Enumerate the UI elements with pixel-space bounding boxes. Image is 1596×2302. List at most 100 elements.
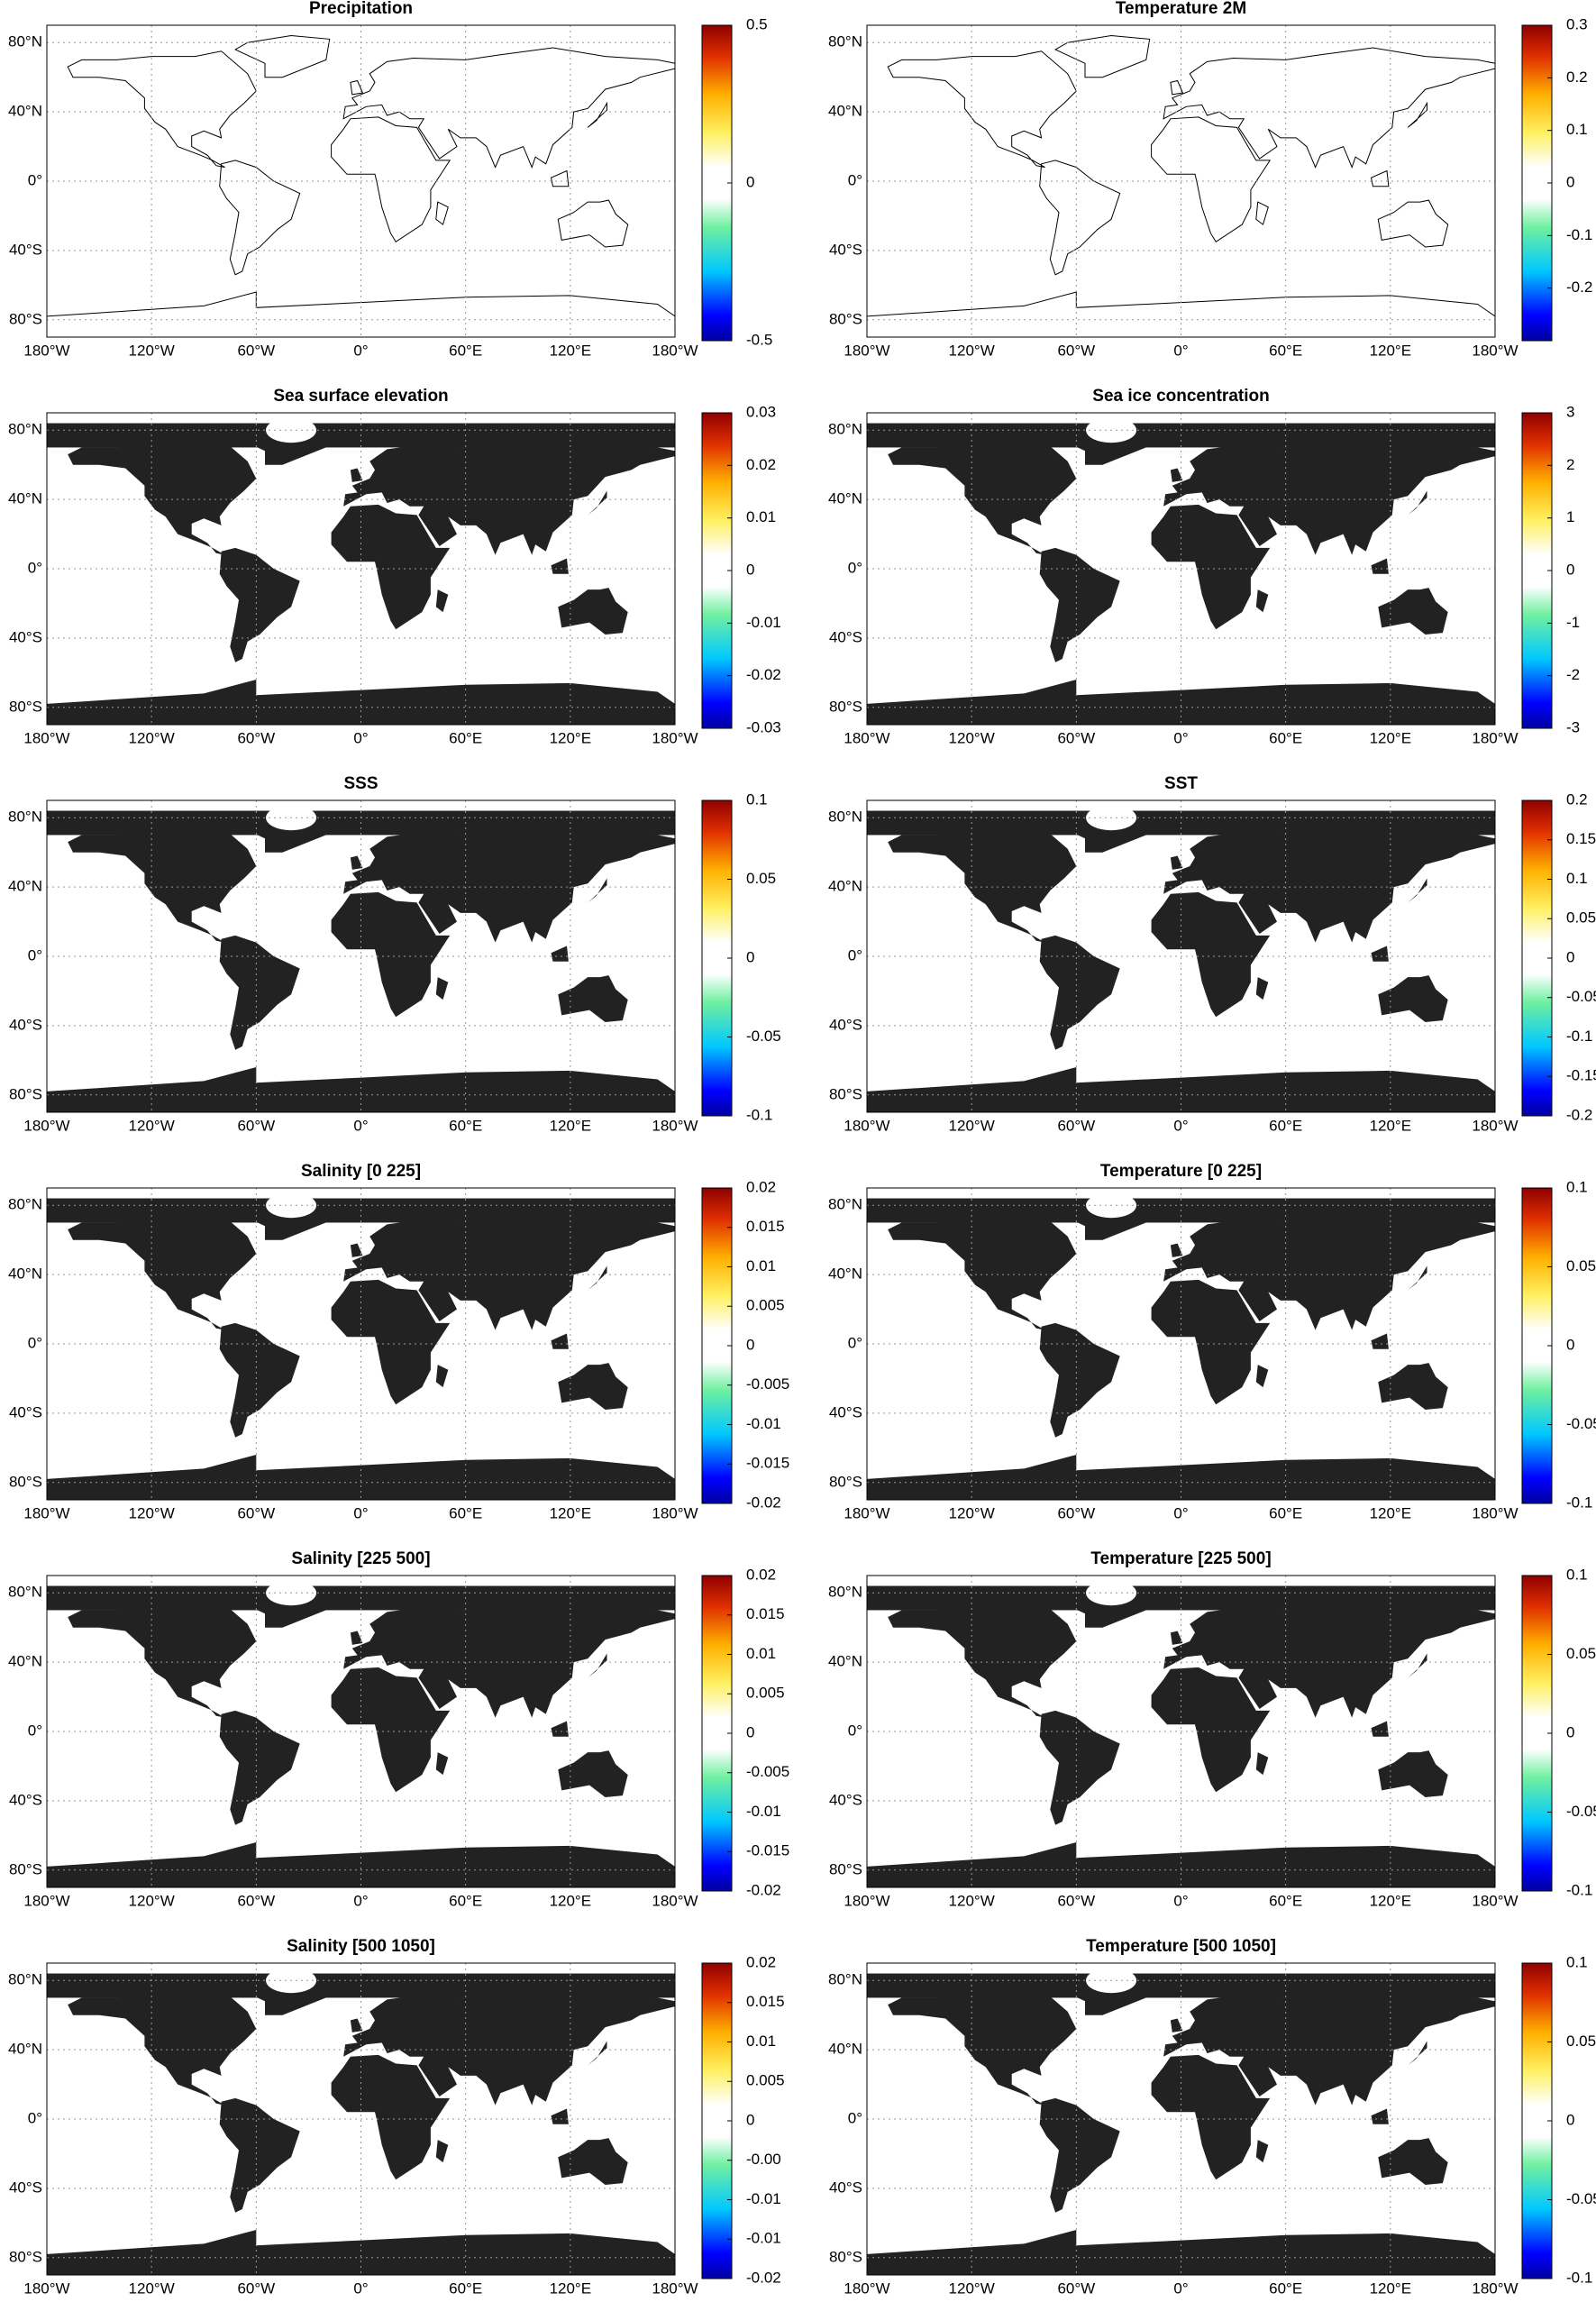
landmass: [1170, 1631, 1183, 1645]
map-panel: SSS 180°W 120°W 60°W 0° 60°E 120°E 180°W 80°S 40°…: [8, 774, 781, 1134]
colorbar-tick-label: 0: [1566, 1336, 1574, 1353]
landmass: [219, 2097, 300, 2213]
landmass: [587, 101, 607, 128]
landmass: [68, 438, 257, 555]
x-tick-label: 120°E: [550, 729, 592, 746]
landmass: [1377, 199, 1449, 248]
panel-title: Temperature 2M: [1116, 0, 1246, 18]
colorbar-tick-label: -0.2: [1566, 279, 1592, 296]
landmass: [234, 34, 331, 78]
landmass: [1163, 1598, 1495, 1718]
x-tick-label: 120°E: [550, 1892, 592, 1909]
y-tick-label: 40°N: [8, 2041, 42, 2058]
landmass: [1378, 588, 1448, 635]
y-tick-label: 80°S: [9, 698, 42, 715]
landmass: [1371, 558, 1389, 574]
x-tick-label: 60°W: [1057, 1117, 1095, 1134]
y-tick-label: 40°N: [828, 2041, 862, 2058]
landmass: [435, 977, 449, 1000]
landmass: [1054, 34, 1151, 78]
colorbar-tick-label: 2: [1566, 456, 1574, 473]
landmass: [1170, 2018, 1183, 2033]
x-tick-label: 60°W: [1057, 729, 1095, 746]
y-tick-label: 80°S: [9, 1860, 42, 1877]
x-tick-label: 0°: [1173, 1504, 1188, 1521]
x-tick-label: 120°E: [550, 1117, 592, 1134]
map-panel: Salinity [225 500] 180°W 120°W 60°W 0° 60°E 12…: [8, 1549, 789, 1909]
colorbar-tick-label: 0: [1566, 2111, 1574, 2128]
map-panel: Salinity [0 225] 180°W 120°W 60°W 0° 60°E 120°…: [8, 1162, 789, 1521]
colorbar: [1521, 412, 1553, 729]
colorbar-tick-label: 0.005: [746, 1685, 785, 1702]
colorbar-tick-label: 0.005: [746, 2072, 785, 2089]
colorbar-tick-label: 0: [746, 561, 754, 578]
y-tick-label: 40°S: [9, 2179, 42, 2196]
colorbar-tick-label: -2: [1566, 666, 1580, 683]
x-tick-label: 180°W: [844, 2279, 889, 2297]
landmass: [551, 945, 569, 962]
y-tick-label: 80°N: [8, 33, 42, 50]
landmass: [350, 1243, 363, 1257]
landmass: [1039, 1710, 1120, 1825]
x-tick-label: 180°W: [652, 1504, 698, 1521]
panel-title: Salinity [225 500]: [291, 1549, 430, 1568]
colorbar-tick-label: 0.015: [746, 1605, 785, 1622]
landmass: [558, 1363, 628, 1410]
landmass: [331, 1667, 451, 1793]
x-tick-label: 60°E: [449, 1117, 482, 1134]
x-tick-label: 180°W: [844, 729, 889, 746]
landmass: [47, 1067, 675, 1112]
landmass: [219, 1322, 300, 1438]
y-tick-label: 0°: [848, 946, 862, 964]
colorbar-tick-label: -0.15: [1566, 1067, 1596, 1084]
y-tick-label: 80°S: [9, 1473, 42, 1490]
landmass: [47, 1455, 675, 1500]
x-tick-label: 60°E: [1269, 1892, 1302, 1909]
colorbar-tick-label: 0.015: [746, 1218, 785, 1235]
y-tick-label: 80°N: [828, 421, 862, 438]
x-tick-label: 120°E: [550, 342, 592, 359]
x-tick-label: 180°W: [23, 1504, 69, 1521]
panel-title: Sea surface elevation: [273, 387, 448, 406]
panel-title: SSS: [343, 774, 378, 793]
landmass: [1255, 589, 1269, 613]
land: [867, 1192, 1495, 1500]
landmass: [47, 1842, 675, 1887]
x-tick-label: 60°E: [449, 2279, 482, 2297]
y-tick-label: 80°N: [8, 1584, 42, 1601]
colorbar-tick-label: 0: [746, 1723, 754, 1740]
y-tick-label: 80°S: [829, 1860, 862, 1877]
landmass: [551, 1721, 569, 1737]
x-tick-label: 120°E: [1370, 342, 1412, 359]
map-panel: SST 180°W 120°W 60°W 0° 60°E 120°E 180°W 80°S 40°…: [828, 774, 1596, 1134]
y-tick-label: 80°S: [829, 2248, 862, 2265]
landmass: [558, 975, 628, 1022]
landmass: [68, 1213, 257, 1330]
x-tick-label: 120°W: [129, 729, 175, 746]
colorbar-tick-label: 0.1: [746, 790, 768, 808]
colorbar-tick-label: 3: [1566, 403, 1574, 420]
colorbar-tick-label: -0.005: [746, 1375, 789, 1393]
colorbar-tick-label: -0.02: [746, 1494, 781, 1511]
x-tick-label: 120°E: [550, 1504, 592, 1521]
colorbar-tick-label: 0.1: [1566, 1566, 1588, 1583]
y-tick-label: 40°S: [9, 1016, 42, 1033]
landmass: [551, 1333, 569, 1349]
x-tick-label: 180°W: [844, 1504, 889, 1521]
landmass: [1378, 1750, 1448, 1797]
colorbar-tick-label: 0.01: [746, 1257, 776, 1274]
landmass: [331, 891, 451, 1018]
colorbar: [1521, 1575, 1553, 1892]
landmass: [343, 1986, 675, 2106]
colorbar-tick-label: 0: [1566, 948, 1574, 965]
y-tick-label: 40°N: [8, 490, 42, 507]
landmass: [219, 547, 300, 662]
landmass: [350, 855, 363, 870]
landmass: [1151, 2054, 1271, 2180]
landmass: [867, 1842, 1495, 1887]
colorbar-tick-label: -0.02: [746, 2269, 781, 2286]
colorbar-tick-label: 0.05: [1566, 1645, 1596, 1662]
landmass: [1039, 2097, 1120, 2213]
colorbar: [701, 412, 733, 729]
landmass: [867, 1455, 1495, 1500]
